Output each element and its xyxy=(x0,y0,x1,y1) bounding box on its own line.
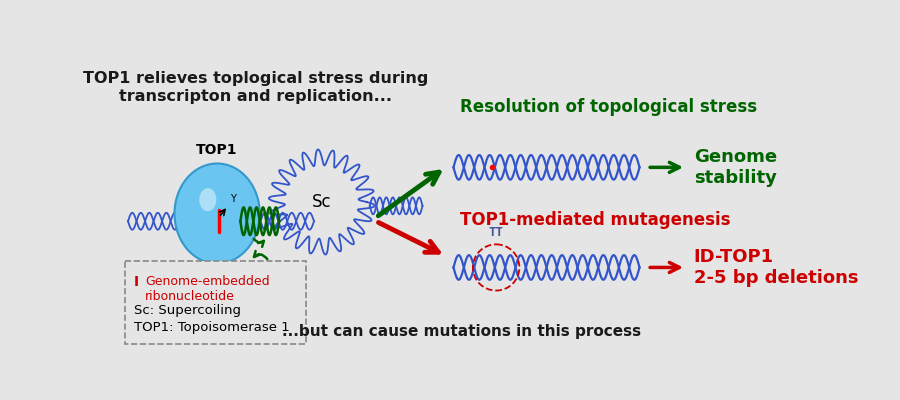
Text: Genome-embedded
ribonucleotide: Genome-embedded ribonucleotide xyxy=(145,275,270,303)
Text: ...but can cause mutations in this process: ...but can cause mutations in this proce… xyxy=(282,324,641,339)
Text: TOP1: Topoisomerase 1: TOP1: Topoisomerase 1 xyxy=(134,321,290,334)
Text: Y: Y xyxy=(230,194,236,204)
Text: I: I xyxy=(134,275,140,289)
Text: Rotation: Rotation xyxy=(234,281,286,294)
Text: TOP1-mediated mutagenesis: TOP1-mediated mutagenesis xyxy=(460,211,730,229)
Text: TT: TT xyxy=(489,226,504,239)
Ellipse shape xyxy=(175,164,260,264)
Text: ID-TOP1
2-5 bp deletions: ID-TOP1 2-5 bp deletions xyxy=(694,248,859,287)
FancyBboxPatch shape xyxy=(125,260,306,344)
Text: Resolution of topological stress: Resolution of topological stress xyxy=(460,98,757,116)
Text: TOP1: TOP1 xyxy=(196,143,238,157)
Ellipse shape xyxy=(199,188,216,211)
Text: Genome
stability: Genome stability xyxy=(694,148,777,187)
Text: Sc: Supercoiling: Sc: Supercoiling xyxy=(134,304,241,318)
Text: TOP1 relieves toplogical stress during
transcripton and replication...: TOP1 relieves toplogical stress during t… xyxy=(83,71,428,104)
Text: Sc: Sc xyxy=(312,193,331,211)
